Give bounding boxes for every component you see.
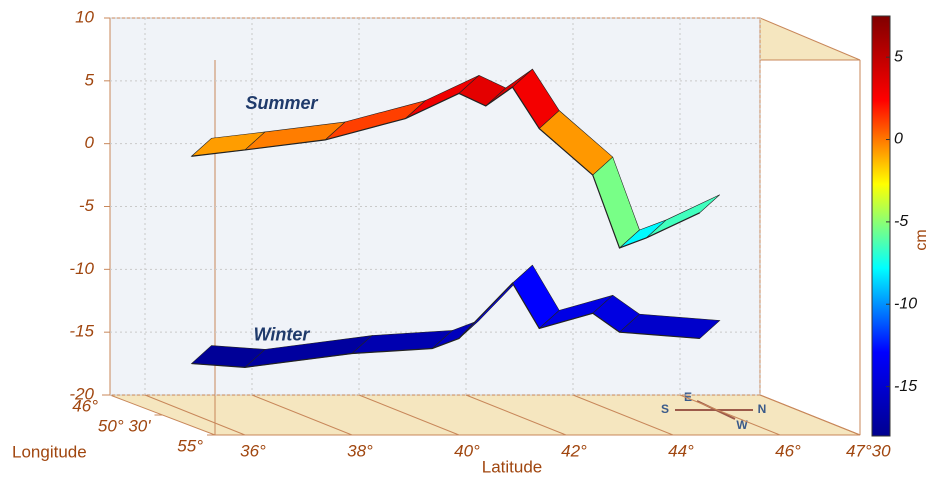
tick-mark — [144, 394, 246, 436]
axis-label: Latitude — [482, 457, 543, 476]
x-tick-label: 46° — [775, 441, 801, 460]
z-tick-label: 5 — [85, 70, 95, 89]
colorbar-label: cm — [913, 229, 930, 250]
z-tick-label: 10 — [75, 7, 94, 26]
x-tick-label: 36° — [240, 441, 266, 460]
colorbar-tick-label: 5 — [894, 48, 903, 65]
tick-mark — [679, 394, 781, 436]
z-tick-label: -15 — [69, 322, 94, 341]
colorbar-tick-label: -15 — [894, 378, 917, 395]
colorbar-tick-label: 0 — [894, 131, 903, 148]
z-tick-label: 0 — [85, 133, 95, 152]
x-tick-label: 42° — [561, 441, 587, 460]
tick-mark — [251, 394, 353, 436]
z-tick-label: -10 — [69, 259, 94, 278]
tick-mark — [572, 394, 674, 436]
colorbar — [871, 15, 891, 437]
z-tick-label: -5 — [79, 196, 95, 215]
x-tick-label: 47°30 — [846, 441, 891, 460]
x-tick-label: 38° — [347, 441, 373, 460]
compass-label: E — [684, 390, 692, 404]
x-tick-label: 44° — [668, 441, 694, 460]
tick-mark — [760, 394, 861, 436]
z-tick-label: -20 — [69, 384, 94, 403]
tick-mark — [465, 394, 567, 436]
colorbar-tick-label: -10 — [894, 295, 917, 312]
x-tick-label: 40° — [454, 441, 480, 460]
compass-label: N — [758, 402, 767, 416]
surface-profile — [191, 282, 700, 368]
tick-mark — [358, 394, 460, 436]
surface-profile — [191, 86, 701, 249]
y-tick-label: 50° 30' — [98, 416, 151, 435]
colorbar-tick-label: -5 — [894, 213, 908, 230]
y-tick-label: 46° — [72, 396, 98, 415]
series-label: Summer — [245, 93, 318, 113]
series-label: Winter — [254, 324, 311, 344]
axis-label: Longitude — [12, 442, 87, 461]
compass-label: S — [661, 402, 669, 416]
y-tick-label: 55° — [177, 436, 203, 455]
